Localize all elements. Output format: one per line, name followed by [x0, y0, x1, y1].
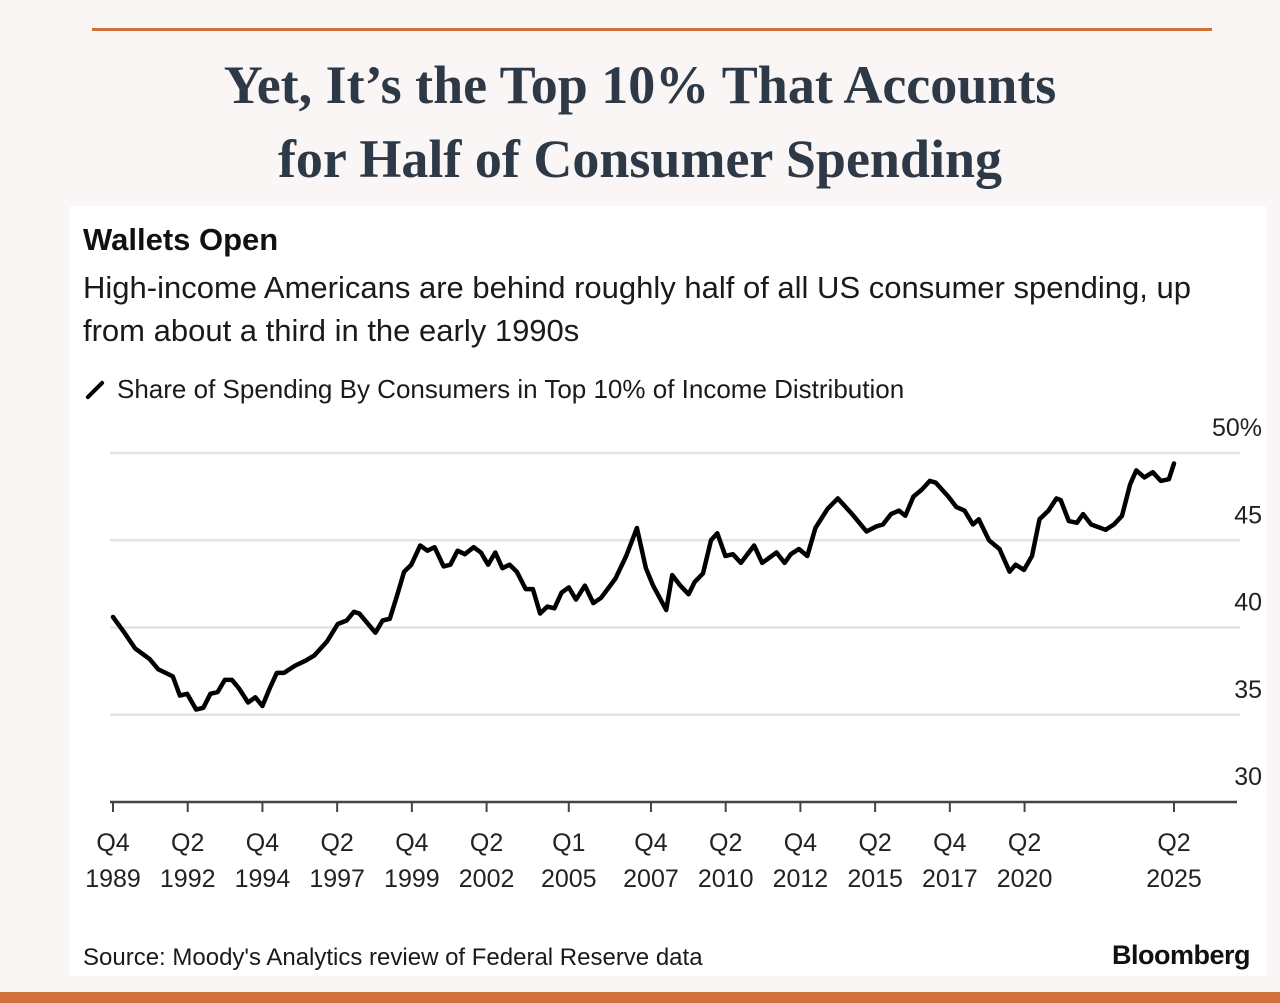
slide-title-line-2: for Half of Consumer Spending — [277, 129, 1003, 189]
series-line — [110, 461, 1177, 712]
x-tick-label-quarter: Q4 — [784, 829, 817, 857]
x-tick-label-quarter: Q1 — [552, 829, 585, 857]
x-tick-label-quarter: Q2 — [171, 829, 204, 857]
legend-label: Share of Spending By Consumers in Top 10… — [117, 374, 905, 404]
bottom-accent-band — [0, 992, 1280, 1003]
x-tick-label-year: 2007 — [623, 865, 679, 893]
y-tick-label: 50% — [1212, 414, 1262, 442]
x-tick-label-quarter: Q2 — [470, 829, 503, 857]
x-tick-label-year: 1997 — [309, 865, 365, 893]
x-tick-label-year: 1994 — [235, 865, 291, 893]
chart-subtitle: High-income Americans are behind roughly… — [83, 270, 1191, 348]
x-tick-label-year: 2025 — [1146, 865, 1202, 893]
x-tick-label-year: 2010 — [698, 865, 754, 893]
x-tick-label-quarter: Q4 — [246, 829, 279, 857]
x-tick-label-year: 2012 — [773, 865, 829, 893]
x-tick-label-quarter: Q4 — [634, 829, 667, 857]
slide-title-line-1: Yet, It’s the Top 10% That Accounts — [223, 55, 1057, 115]
y-tick-label: 30 — [1234, 763, 1262, 791]
x-tick-label-year: 1999 — [384, 865, 440, 893]
x-tick-label-quarter: Q4 — [933, 829, 966, 857]
y-tick-label: 45 — [1234, 501, 1262, 529]
x-tick-label-quarter: Q4 — [395, 829, 428, 857]
slide-title: Yet, It’s the Top 10% That Accounts for … — [0, 48, 1280, 196]
chart-source: Source: Moody's Analytics review of Fede… — [83, 944, 703, 971]
x-tick-label-year: 2015 — [847, 865, 903, 893]
x-tick-label-year: 1989 — [85, 865, 141, 893]
top-accent-line — [92, 28, 1212, 31]
x-tick-label-quarter: Q2 — [858, 829, 891, 857]
y-tick-label: 35 — [1234, 676, 1262, 704]
x-tick-label-quarter: Q4 — [96, 829, 129, 857]
x-tick-label-year: 2017 — [922, 865, 978, 893]
x-tick-label-quarter: Q2 — [1157, 829, 1190, 857]
y-tick-label: 40 — [1234, 589, 1262, 617]
x-tick-label-year: 2020 — [997, 865, 1053, 893]
x-tick-label-quarter: Q2 — [1008, 829, 1041, 857]
chart-title: Wallets Open — [83, 222, 279, 257]
x-tick-label-quarter: Q2 — [320, 829, 353, 857]
x-tick-label-year: 2005 — [541, 865, 597, 893]
x-tick-label-quarter: Q2 — [709, 829, 742, 857]
bloomberg-logo: Bloomberg — [1111, 940, 1251, 970]
chart-legend: Share of Spending By Consumers in Top 10… — [83, 374, 904, 405]
x-tick-label-year: 2002 — [459, 865, 515, 893]
x-tick-label-year: 1992 — [160, 865, 216, 893]
